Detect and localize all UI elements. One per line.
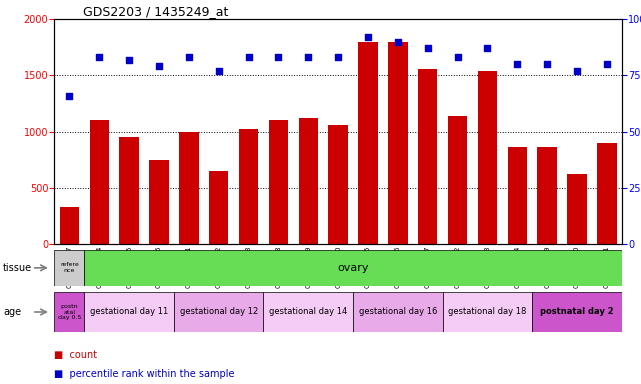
Bar xyxy=(478,71,497,244)
Bar xyxy=(328,125,348,244)
Point xyxy=(184,54,194,60)
Point xyxy=(512,61,522,67)
Point xyxy=(244,54,254,60)
Point xyxy=(94,54,104,60)
Text: ■  percentile rank within the sample: ■ percentile rank within the sample xyxy=(54,369,235,379)
Text: postnatal day 2: postnatal day 2 xyxy=(540,308,614,316)
Point xyxy=(363,34,373,40)
Point xyxy=(333,54,344,60)
Point xyxy=(303,54,313,60)
Text: gestational day 11: gestational day 11 xyxy=(90,308,168,316)
Text: age: age xyxy=(3,307,21,317)
Point xyxy=(602,61,612,67)
Text: gestational day 12: gestational day 12 xyxy=(179,308,258,316)
Text: postn
atal
day 0.5: postn atal day 0.5 xyxy=(58,304,81,320)
Point xyxy=(453,54,463,60)
Bar xyxy=(90,120,109,244)
Bar xyxy=(269,120,288,244)
Bar xyxy=(60,207,79,244)
Text: gestational day 18: gestational day 18 xyxy=(448,308,527,316)
Bar xyxy=(532,292,622,332)
Bar xyxy=(54,250,85,286)
Bar xyxy=(418,69,437,244)
Point xyxy=(482,45,492,51)
Bar xyxy=(209,171,228,244)
Text: gestational day 14: gestational day 14 xyxy=(269,308,347,316)
Point xyxy=(572,68,582,74)
Point xyxy=(154,63,164,70)
Bar xyxy=(567,174,587,244)
Bar xyxy=(179,132,199,244)
Bar xyxy=(149,160,169,244)
Point xyxy=(124,56,134,63)
Bar xyxy=(597,143,617,244)
Point xyxy=(64,93,74,99)
Point xyxy=(542,61,553,67)
Bar xyxy=(443,292,532,332)
Text: GDS2203 / 1435249_at: GDS2203 / 1435249_at xyxy=(83,5,228,18)
Text: ovary: ovary xyxy=(337,263,369,273)
Bar xyxy=(299,118,318,244)
Point xyxy=(422,45,433,51)
Bar xyxy=(85,292,174,332)
Bar xyxy=(353,292,443,332)
Bar xyxy=(263,292,353,332)
Bar xyxy=(448,116,467,244)
Point xyxy=(273,54,283,60)
Text: refere
nce: refere nce xyxy=(60,262,79,273)
Text: gestational day 16: gestational day 16 xyxy=(359,308,437,316)
Point xyxy=(213,68,224,74)
Bar xyxy=(54,292,85,332)
Text: ■  count: ■ count xyxy=(54,350,97,360)
Bar xyxy=(537,147,557,244)
Bar xyxy=(358,42,378,244)
Bar xyxy=(508,147,527,244)
Bar xyxy=(388,42,408,244)
Bar xyxy=(239,129,258,244)
Point xyxy=(393,39,403,45)
Bar xyxy=(119,137,139,244)
Text: tissue: tissue xyxy=(3,263,32,273)
Bar xyxy=(174,292,263,332)
